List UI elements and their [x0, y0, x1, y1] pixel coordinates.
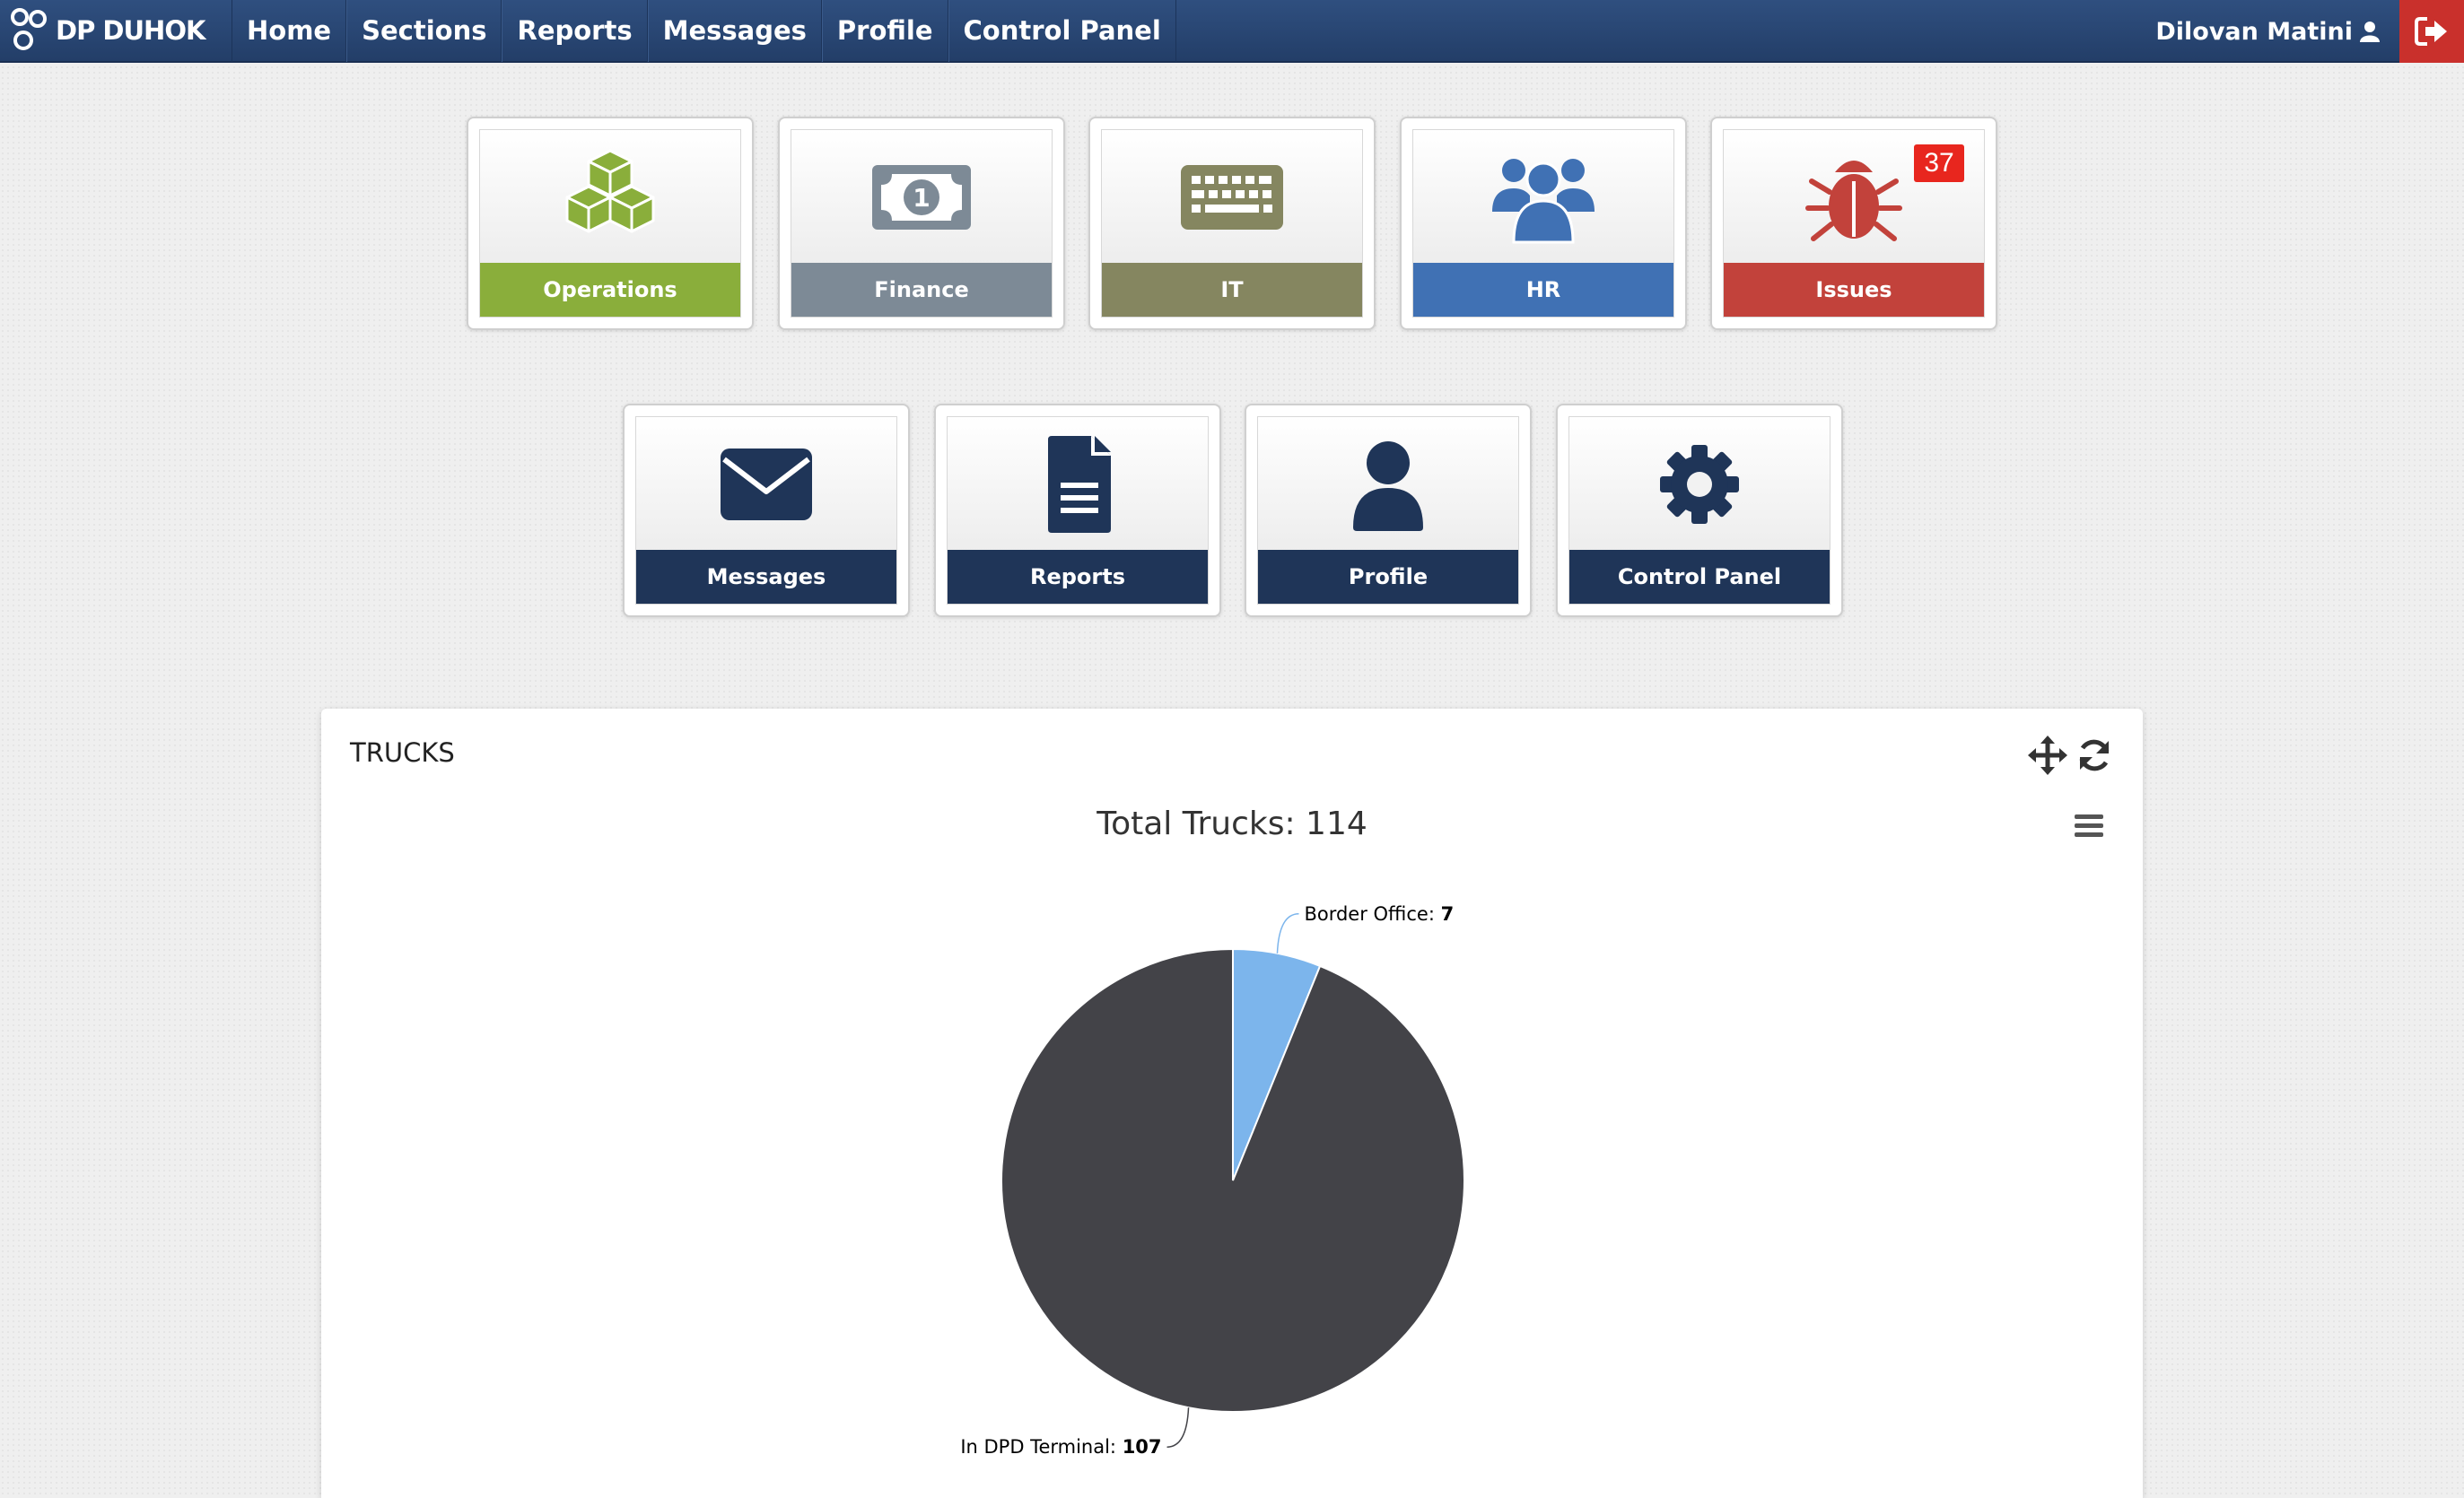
tile-reports[interactable]: Reports: [934, 404, 1221, 617]
nav-home[interactable]: Home: [232, 0, 347, 62]
money-icon: 1: [872, 165, 971, 230]
tile-finance[interactable]: 1 Finance: [778, 117, 1065, 330]
user-icon: [1353, 441, 1423, 531]
svg-text:1: 1: [913, 183, 930, 213]
data-label-connector: [1276, 913, 1299, 954]
tile-messages[interactable]: Messages: [623, 404, 910, 617]
nav-control-panel[interactable]: Control Panel: [948, 0, 1176, 62]
keyboard-icon: [1181, 165, 1283, 230]
users-icon: [1492, 159, 1595, 244]
nav-profile[interactable]: Profile: [821, 0, 948, 62]
user-icon: [2360, 22, 2380, 42]
move-icon: [2028, 736, 2067, 775]
tile-control-panel[interactable]: Control Panel: [1556, 404, 1843, 617]
brand-logo[interactable]: DP DUHOK: [0, 0, 232, 62]
top-navbar: DP DUHOK Home Sections Reports Messages …: [0, 0, 2464, 63]
file-icon: [1048, 436, 1111, 533]
tile-label: Operations: [480, 263, 740, 317]
gear-icon: [1660, 445, 1739, 524]
tile-profile[interactable]: Profile: [1245, 404, 1532, 617]
tile-label: Control Panel: [1569, 550, 1830, 604]
tile-label: Issues: [1724, 263, 1984, 317]
refresh-button[interactable]: [2075, 736, 2114, 775]
data-label: In DPD Terminal: 107: [960, 1436, 1161, 1458]
tile-hr[interactable]: HR: [1400, 117, 1687, 330]
hamburger-icon: [2075, 814, 2103, 837]
tile-label: Reports: [948, 550, 1208, 604]
panel-title: TRUCKS: [350, 737, 455, 768]
tile-label: Messages: [636, 550, 896, 604]
tile-issues[interactable]: Issues 37: [1710, 117, 1997, 330]
user-menu[interactable]: Dilovan Matini: [2155, 0, 2380, 63]
logout-button[interactable]: [2399, 0, 2464, 63]
tile-it[interactable]: IT: [1088, 117, 1376, 330]
envelope-icon: [721, 449, 812, 520]
cubes-icon: [565, 149, 655, 233]
nav-reports[interactable]: Reports: [502, 0, 648, 62]
user-name: Dilovan Matini: [2155, 17, 2353, 46]
sign-out-icon: [2415, 17, 2447, 46]
nav-messages[interactable]: Messages: [647, 0, 822, 62]
move-button[interactable]: [2028, 736, 2067, 775]
tile-operations[interactable]: Operations: [467, 117, 754, 330]
logo-icon: [11, 8, 47, 50]
brand-name: DP DUHOK: [56, 15, 205, 46]
issues-count-badge: 37: [1914, 144, 1964, 182]
refresh-icon: [2079, 739, 2110, 771]
chart-title: Total Trucks: 114: [1097, 806, 1367, 842]
bug-icon: [1805, 161, 1902, 241]
pie-slice-in-dpd-terminal[interactable]: [1000, 947, 1465, 1413]
pie-chart: Border Office: 7 In DPD Terminal: 107: [960, 903, 1465, 1458]
tile-label: IT: [1102, 263, 1362, 317]
tile-label: Finance: [791, 263, 1052, 317]
tile-label: Profile: [1258, 550, 1518, 604]
trucks-panel: TRUCKS Total Trucks: 114: [321, 709, 2143, 1498]
chart-menu-button[interactable]: [2071, 809, 2107, 841]
tile-label: HR: [1413, 263, 1673, 317]
data-label: Border Office: 7: [1304, 903, 1454, 925]
nav-sections[interactable]: Sections: [346, 0, 502, 62]
data-label-connector: [1166, 1407, 1190, 1448]
